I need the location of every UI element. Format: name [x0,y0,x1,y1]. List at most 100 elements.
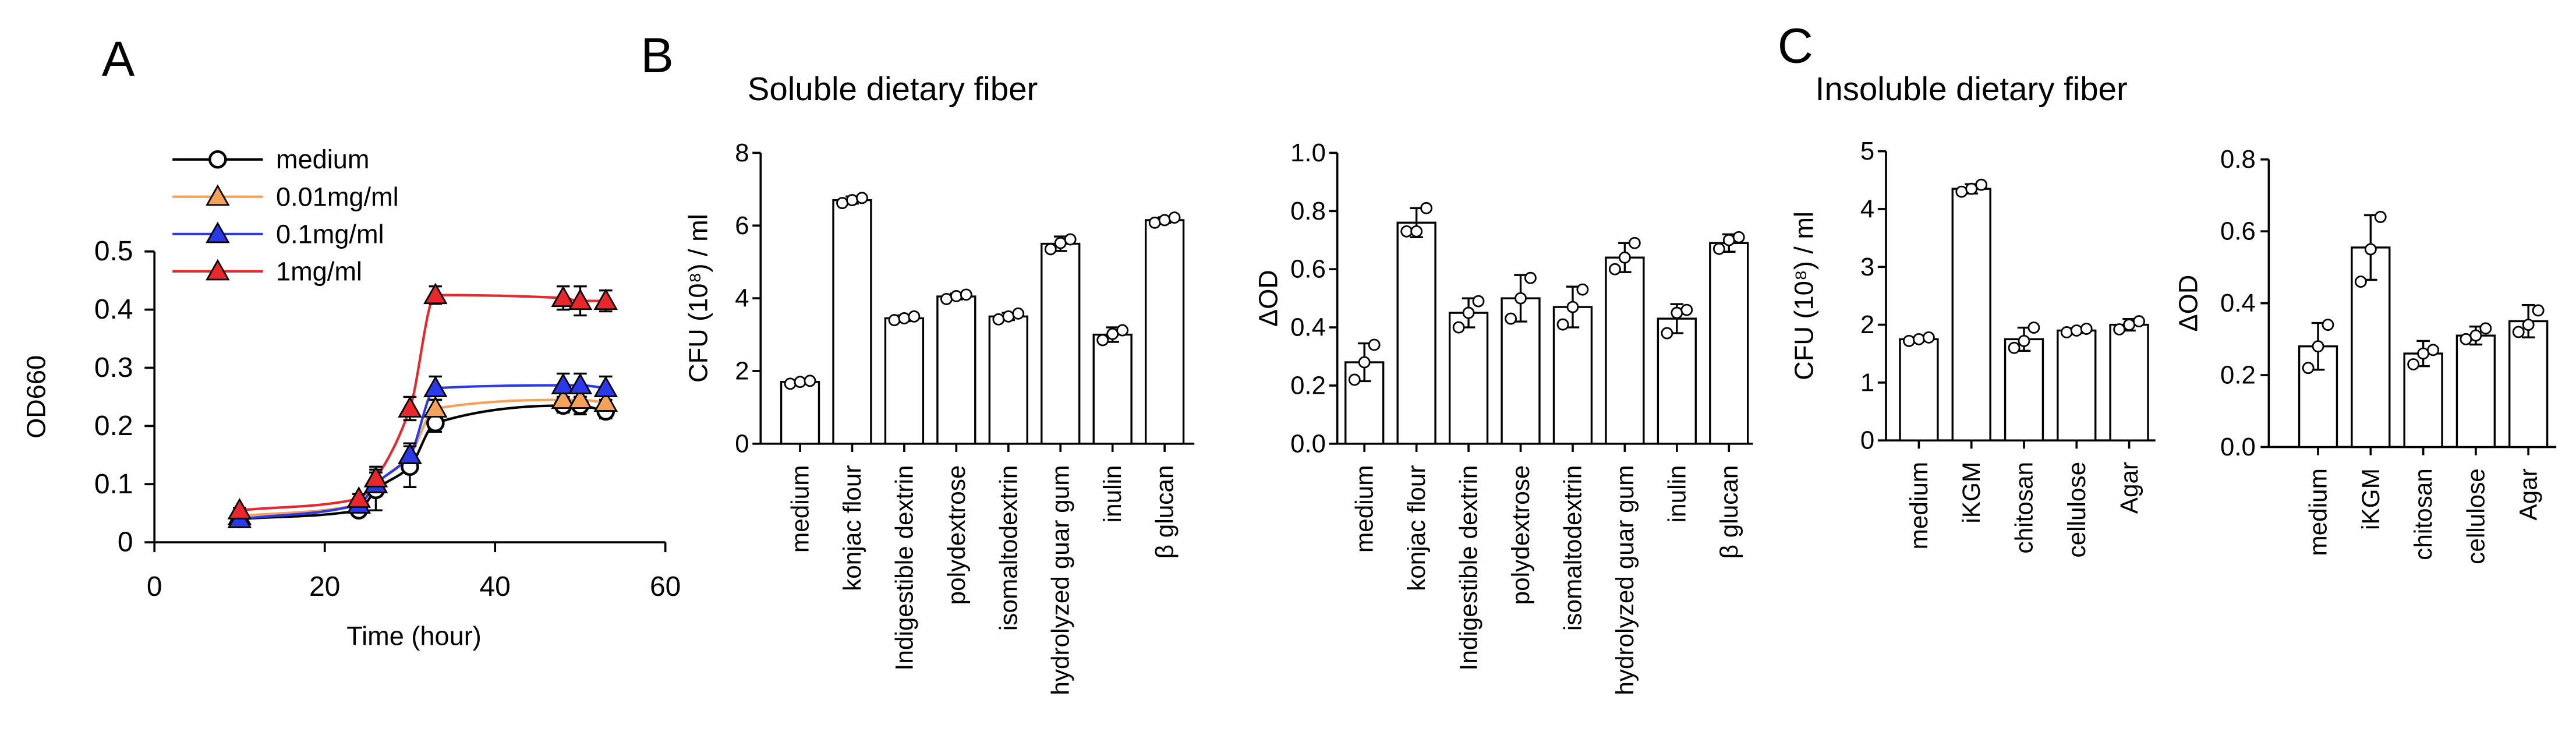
replicate-point-4-2 [1576,283,1589,296]
replicate-point-7-2 [1732,231,1745,243]
replicate-point-6-0 [1096,334,1109,347]
bar-4-agar [2508,320,2549,448]
replicate-point-2-2 [1472,295,1485,308]
x-tick-label: 60 [650,571,681,602]
y-tick-label: 0.4 [2220,289,2256,317]
x-category-label-medium: medium [787,465,814,553]
replicate-point-4-2 [2532,304,2545,317]
x-category-label-medium: medium [1351,465,1378,553]
legend-item-1mg-ml: 1mg/ml [172,256,362,286]
y-tick-label: 3 [1860,253,1874,281]
bar-0-medium [1899,338,1939,441]
y-tick-label: 8 [735,139,749,167]
replicate-point-3-1 [1515,292,1527,305]
bar-0-medium [780,381,820,445]
replicate-point-4-1 [2522,319,2535,331]
y-tick-label: 0.0 [1290,429,1326,458]
replicate-point-7-0 [1148,216,1161,229]
replicate-point-5-2 [1064,233,1077,246]
x-category-label-cellulose: cellulose [2462,468,2489,564]
insoluble-cfu-bar-chart: 0 1 2 3 4 5 CFU (10⁸) / ml medium iKGM chitosan ce… [1789,137,2156,558]
bar-2-indigestible-dextrin [1448,312,1489,445]
replicate-point-3-0 [2060,326,2073,338]
legend-label: 0.1mg/ml [276,219,384,249]
y-axis-label: CFU (10⁸) / ml [1789,211,1818,380]
y-tick-label: 6 [735,211,749,240]
replicate-point-4-0 [992,313,1005,326]
replicate-point-1-2 [855,192,868,204]
y-axis-label: OD660 [22,355,51,439]
legend-marker-triangle [206,221,230,243]
replicate-point-1-0 [2354,275,2367,288]
panel-title-insoluble: Insoluble dietary fiber [1816,70,2128,107]
replicate-point-0-1 [2312,340,2324,353]
replicate-point-1-0 [1400,225,1413,238]
y-tick-label: 0 [118,527,133,558]
bar-1-konjac-flour [1396,221,1436,445]
legend-label: medium [276,144,370,174]
bar-4-agar [2109,323,2149,441]
replicate-point-5-0 [1609,263,1621,275]
replicate-point-3-2 [2080,323,2093,335]
soluble-delta-od-bar-chart: 0.0 0.2 0.4 0.6 0.8 1.0 ΔOD medium konjac flour I… [1254,139,1753,695]
replicate-point-2-1 [1462,306,1475,319]
y-tick-label: 5 [1860,137,1874,165]
y-tick-label: 1 [1860,368,1874,397]
y-tick-label: 0.8 [1290,197,1326,225]
y-tick-label: 0.4 [94,294,133,325]
bar-6-inulin [1092,333,1133,445]
y-tick-label: 0 [735,429,749,458]
data-point-1mg-ml-7-triangle [593,288,618,310]
y-tick-label: 2 [735,357,749,386]
replicate-point-4-1 [1002,310,1015,323]
panel-label-c: C [1778,17,1813,73]
replicate-point-6-1 [1671,306,1683,319]
bar-7-glucan [1144,219,1185,445]
x-category-label-isomaltodextrin: isomaltodextrin [995,465,1022,631]
replicate-point-5-1 [1054,236,1067,249]
legend-label: 1mg/ml [276,256,362,286]
bar-6-inulin [1657,317,1697,445]
x-category-label-polydextrose: polydextrose [943,465,970,605]
legend-item-0-1mg-ml: 0.1mg/ml [172,219,384,249]
replicate-point-0-2 [1922,331,1935,344]
replicate-point-4-2 [2133,315,2145,328]
y-tick-label: 4 [735,284,749,313]
x-tick-label: 40 [480,571,511,602]
replicate-point-2-0 [2407,358,2420,370]
y-tick-label: 0.6 [2220,217,2256,246]
replicate-point-0-1 [1912,333,1925,345]
data-point-1mg-ml-5-triangle [551,285,575,308]
replicate-point-2-1 [898,312,911,324]
replicate-point-3-1 [2469,329,2482,342]
x-category-label-polydextrose: polydextrose [1507,465,1534,605]
replicate-point-2-2 [2427,344,2439,356]
data-point-1mg-ml-1-triangle [346,486,371,508]
x-category-label-hydrolyzed-guar-gum: hydrolyzed guar gum [1611,465,1639,695]
replicate-point-0-1 [794,376,806,388]
x-category-label-isomaltodextrin: isomaltodextrin [1559,465,1586,631]
replicate-point-2-0 [888,314,901,327]
replicate-point-0-1 [1358,356,1371,369]
x-category-label-hydrolyzed-guar-gum: hydrolyzed guar gum [1047,465,1074,695]
replicate-point-3-2 [960,288,972,301]
replicate-point-5-0 [1044,243,1057,256]
growth-curve-chart: 0 0.1 0.2 0.3 0.4 0.5 0 20 40 60 OD660 Time (hour) m… [22,144,681,651]
replicate-point-4-0 [2512,326,2525,338]
replicate-point-7-1 [1158,214,1171,227]
y-tick-label: 1.0 [1290,139,1326,167]
bar-7-glucan [1709,242,1749,445]
x-category-label-konjac-flour: konjac flour [1403,465,1430,591]
x-category-label-glucan: β glucan [1715,465,1743,559]
replicate-point-3-0 [2460,333,2472,345]
replicate-point-3-0 [1505,312,1517,325]
y-tick-label: 0.2 [2220,361,2256,390]
replicate-point-1-2 [1975,178,1988,191]
x-category-label-konjac-flour: konjac flour [838,465,866,591]
data-point-0-01mg-ml-6-triangle [568,387,593,409]
panel-label-b: B [641,27,673,83]
bar-3-polydextrose [936,295,976,445]
bar-1-ikgm [1951,188,1991,441]
replicate-point-3-1 [950,289,963,302]
replicate-point-0-2 [804,374,816,387]
